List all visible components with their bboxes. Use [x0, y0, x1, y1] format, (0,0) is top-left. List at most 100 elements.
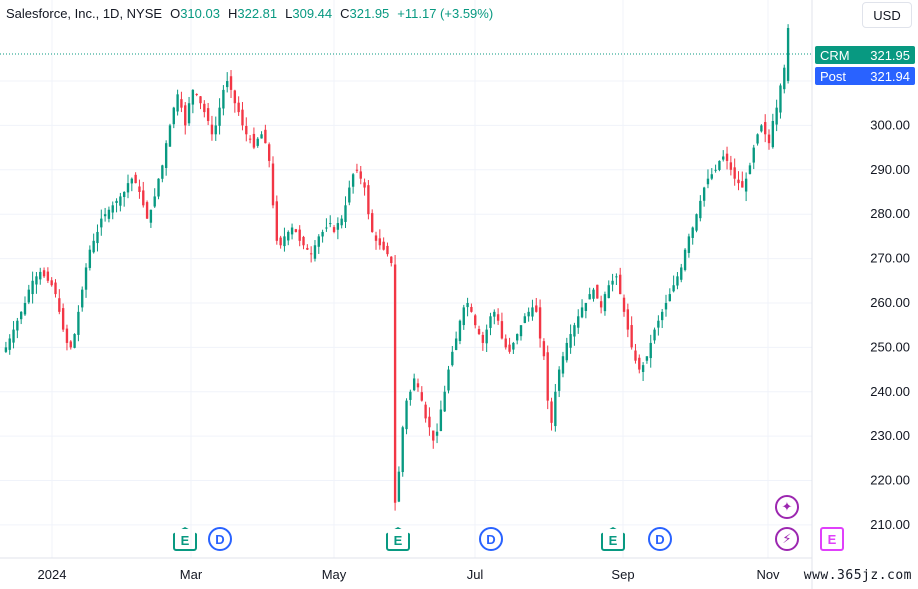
candle: [737, 171, 740, 191]
candle: [412, 373, 416, 392]
earnings-event-icon[interactable]: E: [173, 527, 197, 551]
price-axis[interactable]: 310.00300.00290.00280.00270.00260.00250.…: [870, 73, 910, 532]
candle: [634, 343, 637, 364]
candle: [348, 180, 351, 206]
candle-body: [340, 218, 343, 226]
candle: [454, 331, 458, 351]
earnings-event-icon[interactable]: E: [386, 527, 410, 551]
time-tick-label: Jul: [467, 567, 484, 582]
currency-button[interactable]: USD: [862, 2, 912, 28]
candle: [687, 233, 691, 258]
candle: [298, 225, 301, 247]
candle: [775, 99, 778, 132]
candle: [184, 102, 187, 135]
candle-body: [58, 298, 61, 312]
candle: [229, 70, 233, 99]
candle-body: [187, 103, 191, 124]
price-tick-label: 290.00: [870, 162, 910, 177]
candle: [367, 180, 370, 220]
candle-body: [588, 294, 591, 300]
candle-body: [12, 329, 15, 343]
dividend-event-icon[interactable]: D: [479, 527, 503, 551]
candle-body: [233, 90, 237, 104]
candle: [649, 334, 652, 368]
candle: [599, 295, 603, 314]
candle-body: [622, 297, 626, 312]
candle: [77, 305, 80, 342]
candle: [451, 345, 454, 367]
symbol-title[interactable]: Salesforce, Inc., 1D, NYSE: [6, 6, 163, 21]
candle: [61, 303, 65, 332]
candle-body: [653, 329, 656, 341]
candle-body: [226, 81, 229, 88]
candle: [191, 89, 195, 114]
candle-body: [428, 416, 431, 428]
candle: [783, 64, 786, 94]
lightning-event-icon[interactable]: ⚡: [775, 527, 799, 551]
candle-body: [16, 320, 19, 331]
candle: [657, 315, 660, 336]
candle-body: [119, 196, 122, 206]
change-value: +11.17 (+3.59%): [397, 6, 494, 21]
time-axis[interactable]: 2024 Mar May Jul Sep Nov: [38, 567, 781, 582]
candle: [138, 179, 141, 199]
candle-body: [668, 294, 671, 302]
candle: [176, 89, 179, 116]
candle: [607, 280, 610, 299]
candle-body: [184, 105, 187, 126]
candle: [210, 115, 214, 141]
candle-body: [65, 328, 69, 343]
candle: [714, 164, 717, 173]
candle: [371, 209, 374, 233]
candle-body: [313, 245, 317, 259]
candle: [764, 114, 767, 143]
upcoming-earnings-icon[interactable]: E: [820, 527, 844, 551]
candle-body: [542, 341, 546, 357]
candle-body: [348, 187, 351, 203]
candle-body: [287, 231, 290, 241]
candle-body: [714, 169, 717, 171]
candle: [565, 337, 568, 363]
candle-body: [779, 85, 782, 113]
sparkle-event-icon[interactable]: ✦: [775, 495, 799, 519]
candle-body: [306, 247, 309, 250]
candle: [550, 397, 553, 431]
candle: [481, 331, 485, 351]
candle-body: [451, 351, 454, 366]
candle: [172, 106, 175, 129]
candle: [416, 378, 420, 392]
candle: [279, 235, 282, 249]
candle: [493, 309, 496, 325]
dividend-event-icon[interactable]: D: [208, 527, 232, 551]
candle: [374, 231, 378, 250]
candle: [46, 267, 50, 284]
candle: [741, 171, 744, 188]
earnings-event-icon[interactable]: E: [601, 527, 625, 551]
candle: [683, 248, 687, 272]
candle-body: [130, 178, 134, 184]
candle-body: [248, 138, 252, 140]
candle-body: [443, 391, 446, 412]
candle: [477, 325, 481, 336]
candle: [27, 284, 30, 305]
candle: [126, 174, 130, 199]
close-value: 321.95: [349, 6, 390, 21]
candle-body: [77, 311, 80, 335]
candle-body: [756, 134, 759, 144]
candle: [702, 186, 706, 207]
candle: [123, 191, 126, 207]
candle: [630, 316, 633, 350]
candle-body: [466, 302, 469, 308]
dividend-event-icon[interactable]: D: [648, 527, 672, 551]
candle-body: [203, 103, 206, 113]
price-tick-label: 270.00: [870, 251, 910, 266]
candle-body: [477, 328, 481, 335]
candle: [145, 200, 149, 219]
candle-body: [657, 320, 660, 328]
candle: [100, 209, 103, 236]
candle-body: [435, 431, 439, 436]
candle-body: [561, 356, 565, 374]
candle: [317, 234, 320, 254]
candle-body: [267, 144, 271, 161]
